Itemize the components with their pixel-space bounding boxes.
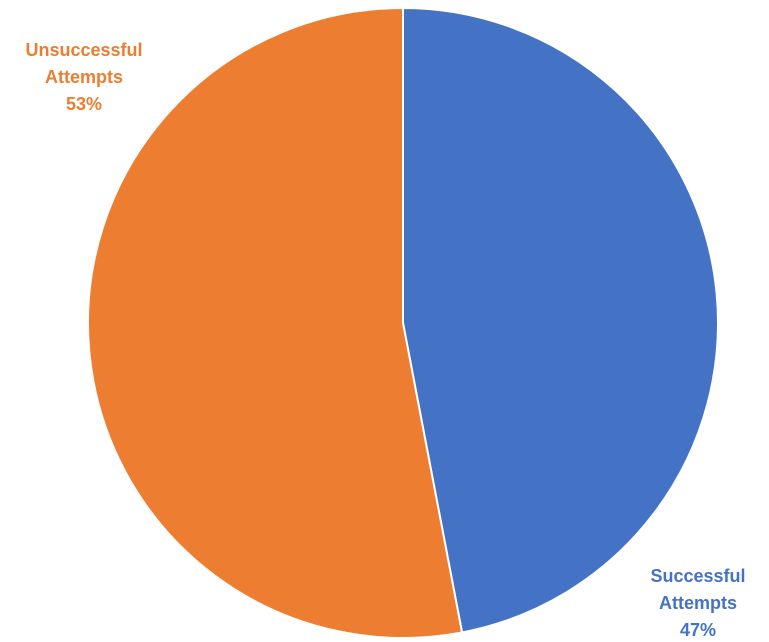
slice-unsuccessful-attempts [87,6,464,639]
slice-successful-attempts [402,6,719,634]
label-successful-attempts: Successful Attempts 47% [650,566,745,640]
label-successful-attempts-line-2: Attempts [659,593,737,613]
pie-data-labels: Successful Attempts 47% Unsuccessful Attempt… [25,40,745,640]
label-unsuccessful-attempts-line-2: Attempts [45,67,123,87]
label-unsuccessful-attempts-line-3: 53% [66,94,102,114]
pie-slices [87,6,719,639]
label-unsuccessful-attempts: Unsuccessful Attempts 53% [25,40,142,114]
label-unsuccessful-attempts-line-1: Unsuccessful [25,40,142,60]
label-successful-attempts-line-1: Successful [650,566,745,586]
label-successful-attempts-line-3: 47% [680,620,716,640]
